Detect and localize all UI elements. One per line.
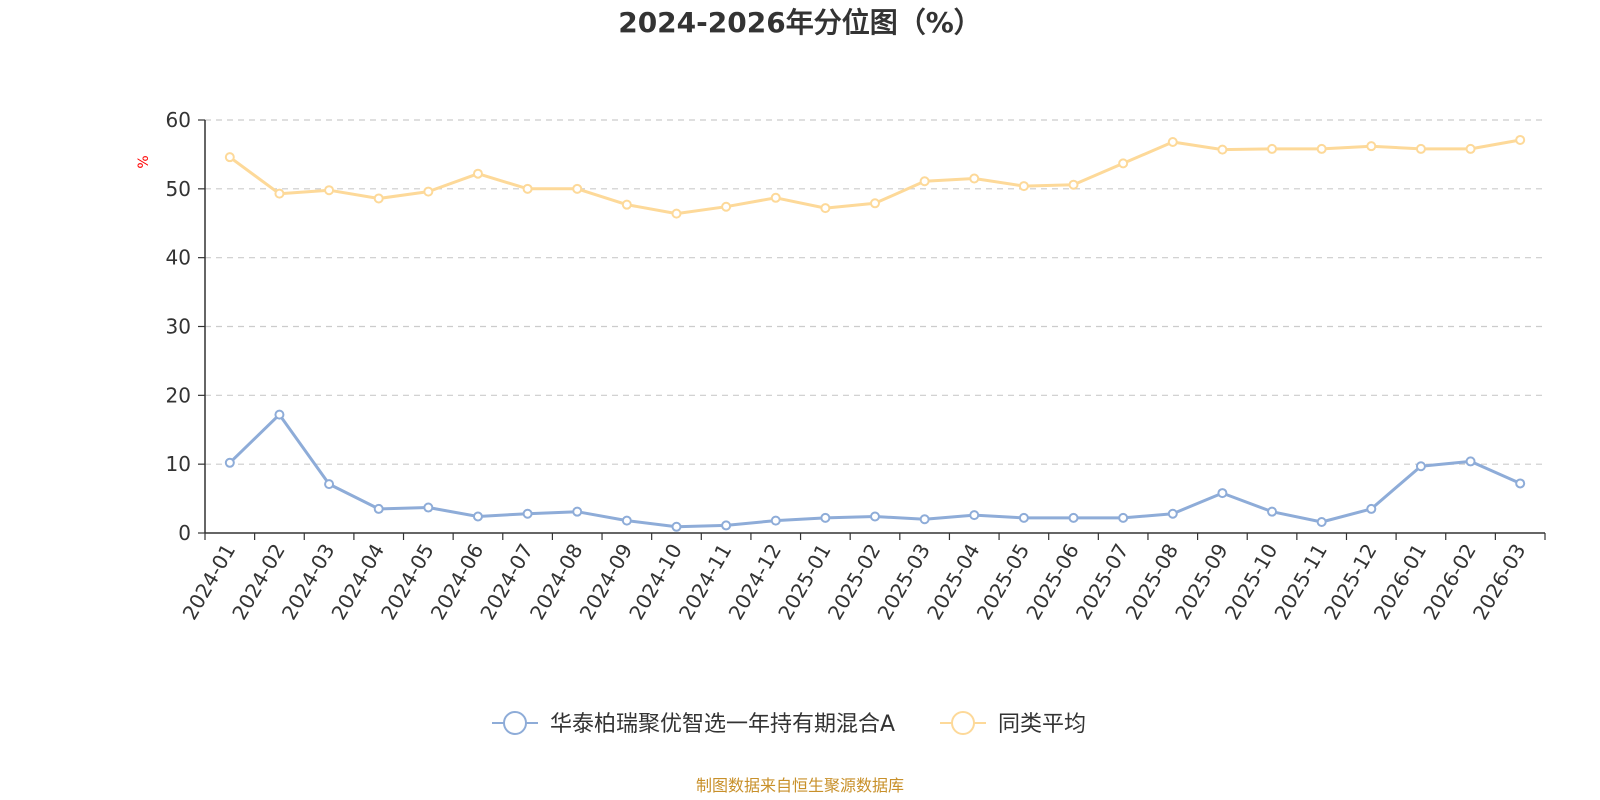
data-point bbox=[324, 479, 335, 490]
data-point bbox=[373, 503, 384, 514]
data-point bbox=[671, 521, 682, 532]
data-point bbox=[224, 152, 235, 163]
series bbox=[224, 134, 1526, 532]
data-point bbox=[919, 176, 930, 187]
data-point bbox=[1068, 512, 1079, 523]
data-point bbox=[969, 173, 980, 184]
data-point bbox=[1018, 181, 1029, 192]
series-2 bbox=[224, 134, 1526, 219]
legend-label: 同类平均 bbox=[998, 712, 1086, 737]
data-point bbox=[324, 185, 335, 196]
data-point bbox=[721, 520, 732, 531]
y-tick-label: 0 bbox=[178, 521, 191, 545]
data-point bbox=[1118, 158, 1129, 169]
data-point bbox=[969, 510, 980, 521]
data-point bbox=[621, 199, 632, 210]
data-point bbox=[423, 502, 434, 513]
data-point bbox=[522, 183, 533, 194]
data-point bbox=[820, 512, 831, 523]
y-tick-label: 30 bbox=[166, 315, 191, 339]
legend-marker-icon bbox=[503, 711, 527, 735]
data-point bbox=[1316, 143, 1327, 154]
y-tick-label: 20 bbox=[166, 383, 191, 407]
data-point bbox=[522, 508, 533, 519]
data-point bbox=[224, 457, 235, 468]
grid bbox=[205, 119, 1545, 465]
data-point bbox=[671, 208, 682, 219]
data-point bbox=[770, 515, 781, 526]
y-tick-label: 50 bbox=[166, 177, 191, 201]
data-point bbox=[423, 186, 434, 197]
chart-title: 2024-2026年分位图（%） bbox=[618, 6, 982, 39]
data-point bbox=[1366, 141, 1377, 152]
legend[interactable]: 华泰柏瑞聚优智选一年持有期混合A 同类平均 bbox=[492, 711, 1086, 737]
series-1 bbox=[224, 409, 1526, 532]
y-tick-label: 40 bbox=[166, 246, 191, 270]
data-point bbox=[472, 511, 483, 522]
data-point bbox=[1118, 512, 1129, 523]
y-tick-label: 10 bbox=[166, 452, 191, 476]
data-point bbox=[820, 203, 831, 214]
legend-label: 华泰柏瑞聚优智选一年持有期混合A bbox=[550, 712, 895, 737]
data-point bbox=[870, 511, 880, 522]
data-point bbox=[1018, 512, 1029, 523]
data-point bbox=[721, 201, 732, 212]
data-point bbox=[1415, 461, 1426, 472]
data-point bbox=[621, 515, 632, 526]
data-point bbox=[870, 198, 880, 209]
axes: 01020304050602024-012024-022024-032024-0… bbox=[166, 108, 1546, 624]
data-point bbox=[1068, 179, 1079, 190]
data-point bbox=[1267, 143, 1278, 154]
series-line bbox=[228, 413, 1521, 529]
data-point bbox=[572, 183, 583, 194]
legend-item-2[interactable]: 同类平均 bbox=[940, 711, 1086, 737]
data-point bbox=[1167, 508, 1178, 519]
data-point bbox=[919, 514, 930, 525]
data-point bbox=[1167, 137, 1178, 148]
data-point bbox=[274, 188, 285, 199]
data-point bbox=[1515, 134, 1526, 145]
data-point bbox=[1217, 488, 1228, 499]
legend-marker-icon bbox=[951, 711, 975, 735]
data-point bbox=[1316, 516, 1327, 527]
y-tick-label: 60 bbox=[166, 108, 191, 132]
y-axis-unit: % bbox=[136, 155, 152, 168]
data-point bbox=[1217, 144, 1228, 155]
data-point bbox=[373, 193, 384, 204]
source-note: 制图数据来自恒生聚源数据库 bbox=[696, 776, 904, 795]
data-point bbox=[1465, 456, 1476, 467]
data-point bbox=[1267, 506, 1278, 517]
data-point bbox=[770, 192, 781, 203]
legend-item-1[interactable]: 华泰柏瑞聚优智选一年持有期混合A bbox=[492, 711, 895, 737]
data-point bbox=[572, 506, 583, 517]
data-point bbox=[1415, 143, 1426, 154]
data-point bbox=[1366, 503, 1377, 514]
data-point bbox=[472, 168, 483, 179]
data-point bbox=[1465, 143, 1476, 154]
data-point bbox=[274, 409, 285, 420]
data-point bbox=[1515, 478, 1526, 489]
